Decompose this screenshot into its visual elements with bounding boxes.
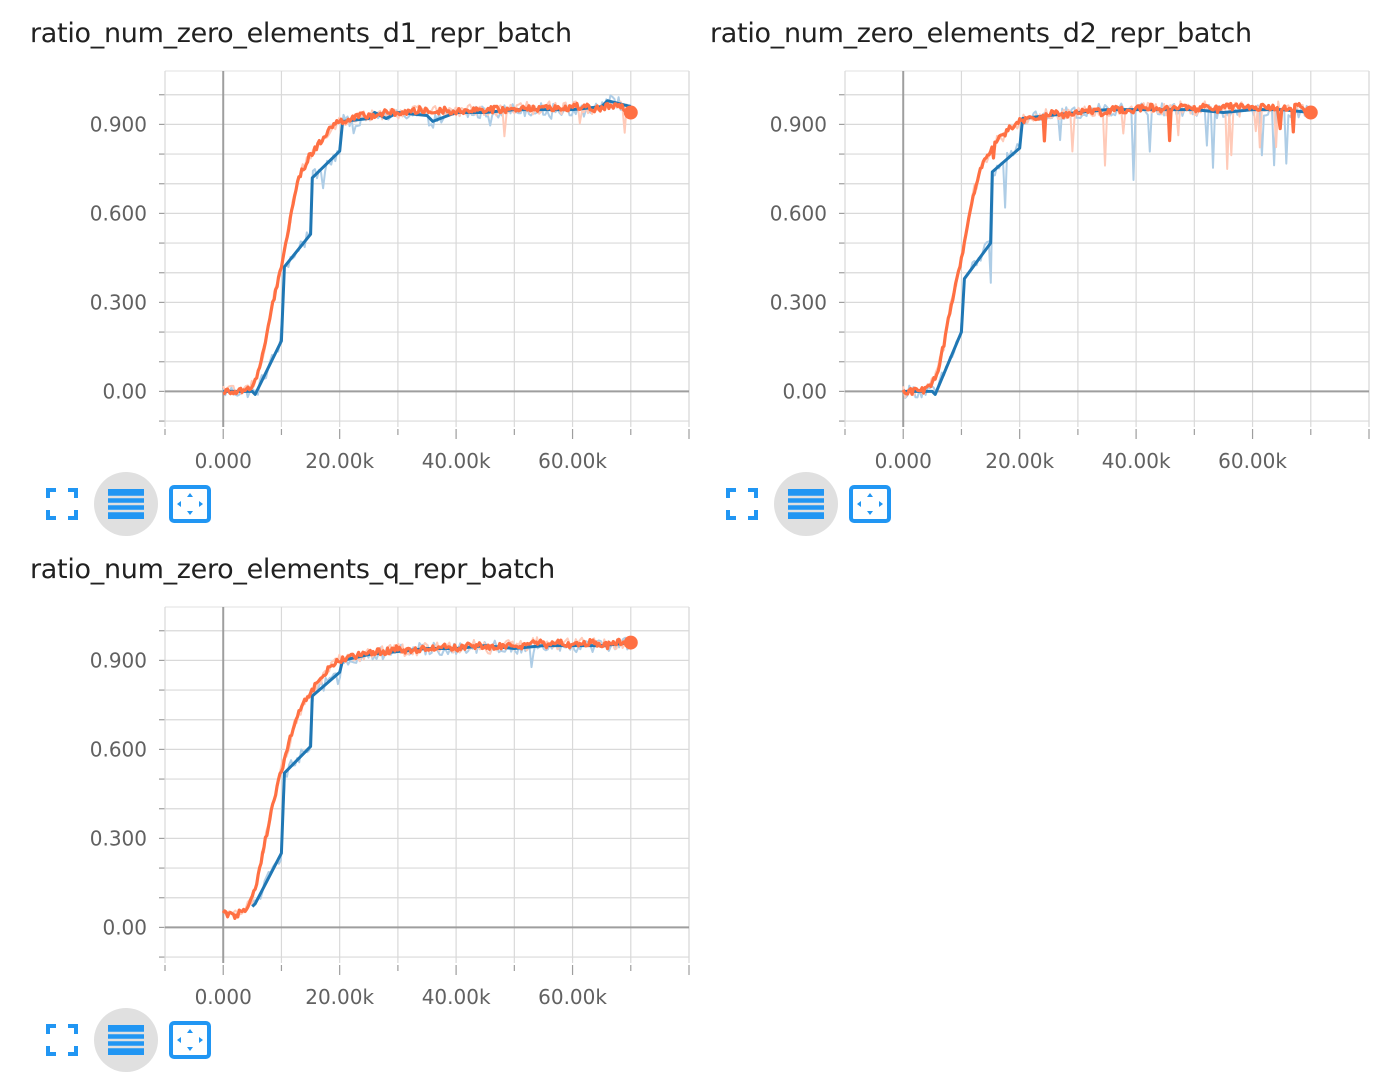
series-endpoint-marker	[623, 105, 638, 120]
chart-card: ratio_num_zero_elements_q_repr_batch 0.0…	[0, 536, 690, 1072]
x-tick-label: 60.00k	[538, 985, 607, 1009]
y-tick-label: 0.00	[102, 379, 147, 403]
x-tick-label: 20.00k	[305, 985, 374, 1009]
y-tick-label: 0.00	[102, 915, 147, 939]
log-scale-icon	[108, 489, 144, 519]
chart-title: ratio_num_zero_elements_d1_repr_batch	[30, 18, 572, 49]
y-tick-label: 0.600	[90, 737, 147, 761]
chart-plot[interactable]: 0.000 20.00k 40.00k 60.00k 0.00 0.300 0.600 0.9…	[0, 0, 690, 480]
fit-domain-icon	[849, 485, 891, 523]
y-tick-label: 0.300	[90, 290, 147, 314]
fullscreen-button[interactable]	[44, 486, 80, 522]
x-tick-label: 0.000	[195, 449, 252, 473]
fullscreen-button[interactable]	[44, 1022, 80, 1058]
fullscreen-icon	[726, 488, 758, 520]
y-tick-label: 0.00	[782, 379, 827, 403]
x-tick-label: 0.000	[195, 985, 252, 1009]
y-tick-label: 0.300	[770, 290, 827, 314]
series-endpoint-marker	[623, 635, 638, 650]
fit-domain-button[interactable]	[848, 484, 892, 524]
series-line-orange	[221, 637, 633, 920]
fit-domain-icon	[169, 485, 211, 523]
fullscreen-button[interactable]	[724, 486, 760, 522]
series-line-blue	[251, 641, 631, 908]
fullscreen-icon	[46, 1024, 78, 1056]
fit-domain-button[interactable]	[168, 484, 212, 524]
y-tick-label: 0.300	[90, 826, 147, 850]
log-scale-button[interactable]	[94, 472, 158, 536]
series-endpoint-marker	[1303, 105, 1318, 120]
x-tick-label: 40.00k	[422, 449, 491, 473]
chart-card: ratio_num_zero_elements_d1_repr_batch 0.…	[0, 0, 690, 536]
log-scale-icon	[108, 1025, 144, 1055]
x-tick-label: 60.00k	[1218, 449, 1287, 473]
log-scale-button[interactable]	[774, 472, 838, 536]
chart-title: ratio_num_zero_elements_q_repr_batch	[30, 554, 555, 585]
series-line-orange	[222, 101, 633, 396]
x-tick-label: 40.00k	[422, 985, 491, 1009]
x-tick-label: 40.00k	[1102, 449, 1171, 473]
y-tick-label: 0.600	[90, 201, 147, 225]
chart-plot[interactable]: 0.000 20.00k 40.00k 60.00k 0.00 0.300 0.600 0.9…	[0, 536, 690, 1016]
x-tick-label: 20.00k	[305, 449, 374, 473]
x-tick-label: 0.000	[875, 449, 932, 473]
series-line-orange	[901, 101, 1313, 396]
fullscreen-icon	[46, 488, 78, 520]
fit-domain-button[interactable]	[168, 1020, 212, 1060]
log-scale-icon	[788, 489, 824, 519]
chart-title: ratio_num_zero_elements_d2_repr_batch	[710, 18, 1252, 49]
log-scale-button[interactable]	[94, 1008, 158, 1072]
x-tick-label: 20.00k	[985, 449, 1054, 473]
y-tick-label: 0.600	[770, 201, 827, 225]
y-tick-label: 0.900	[90, 112, 147, 136]
y-tick-label: 0.900	[90, 648, 147, 672]
fit-domain-icon	[169, 1021, 211, 1059]
y-tick-label: 0.900	[770, 112, 827, 136]
chart-plot[interactable]: 0.000 20.00k 40.00k 60.00k 0.00 0.300 0.600 0.9…	[680, 0, 1370, 480]
x-tick-label: 60.00k	[538, 449, 607, 473]
chart-card: ratio_num_zero_elements_d2_repr_batch 0.…	[680, 0, 1370, 536]
